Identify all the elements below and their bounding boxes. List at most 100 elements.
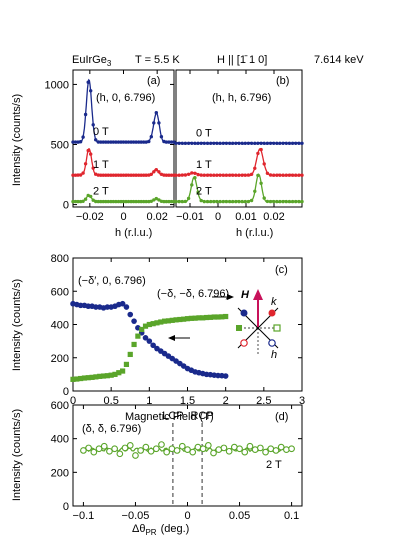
field-arrow-head — [253, 289, 263, 300]
data-point-blue — [265, 141, 270, 145]
x-tick-label: −0.01 — [176, 211, 204, 223]
panel-d: (d) (δ, δ, 6.796) 2 T −0.1 −0.05 0 0.05 0.1 0… — [51, 400, 303, 522]
x-tick-label: 0 — [184, 510, 190, 522]
data-point-open-circle — [178, 442, 186, 450]
data-point-green — [180, 199, 184, 204]
data-point-blue — [246, 141, 251, 145]
data-point-green — [101, 199, 106, 204]
data-point-green — [290, 199, 295, 204]
data-point-green — [119, 199, 123, 204]
data-point-red — [157, 170, 161, 174]
data-point-blue — [268, 141, 273, 145]
data-point-square — [74, 376, 80, 382]
data-point-square — [116, 370, 122, 376]
data-point-blue — [114, 140, 118, 144]
field-direction-label: H || [1̄ 1 0] — [217, 54, 267, 66]
data-point-open-circle — [204, 442, 212, 449]
data-point-open-circle — [111, 445, 118, 453]
data-point-red — [224, 173, 229, 177]
data-point-blue — [231, 141, 235, 145]
data-point-green — [259, 181, 263, 185]
y-tick-label: 800 — [51, 253, 69, 265]
data-point-red — [278, 173, 282, 177]
x-tick-label: 1.5 — [180, 395, 195, 407]
data-point-green — [129, 199, 133, 204]
data-point-green — [275, 199, 279, 204]
data-point-open-circle — [189, 448, 197, 456]
data-point-green — [169, 199, 174, 204]
data-point-blue — [253, 141, 257, 145]
y-tick-label: 0 — [63, 200, 69, 212]
data-point-green — [94, 199, 98, 204]
data-point-red — [101, 173, 106, 177]
data-point-square — [192, 315, 198, 321]
y-axis-title-top: Intensity (counts/s) — [11, 94, 23, 186]
data-point-blue — [129, 140, 133, 144]
y-tick-label: 600 — [51, 400, 69, 412]
data-point-blue — [243, 141, 247, 145]
data-point-blue — [237, 141, 241, 145]
data-point-green — [196, 190, 200, 194]
data-point-square — [173, 317, 179, 323]
data-point-red — [281, 173, 285, 177]
data-point-red — [139, 173, 143, 177]
data-point-red — [221, 173, 225, 177]
scattering-geometry-inset: H k h — [236, 289, 281, 361]
data-point-red — [294, 173, 298, 177]
data-point-blue — [134, 140, 138, 144]
x-axis-title-d: ΔθPR (deg.) — [132, 523, 189, 536]
data-point-blue — [174, 141, 178, 145]
data-point-green — [134, 199, 138, 204]
data-point-red — [129, 173, 133, 177]
data-point-red — [240, 173, 244, 177]
data-point-square — [207, 314, 213, 320]
data-point-blue — [83, 112, 88, 117]
data-point-green — [294, 199, 298, 204]
data-point-green — [83, 197, 88, 201]
data-point-open-circle — [100, 442, 108, 450]
data-point-blue — [275, 141, 279, 145]
data-point-square — [97, 373, 103, 379]
inset-red-filled-circle — [268, 309, 276, 317]
data-point-open-circle — [126, 442, 134, 449]
data-point-blue — [221, 141, 225, 145]
data-point-green — [284, 199, 288, 204]
data-point-blue — [249, 141, 254, 145]
data-point-open-circle — [152, 445, 160, 453]
data-point-blue — [180, 141, 184, 145]
data-point-open-circle — [90, 448, 98, 456]
y-tick-label: 200 — [51, 353, 69, 365]
data-point-blue — [169, 140, 174, 144]
inset-red-open-circle — [240, 339, 248, 347]
data-point-blue — [121, 140, 126, 144]
data-point-red — [275, 173, 279, 177]
data-point-green — [186, 196, 191, 201]
data-point-green — [126, 199, 131, 204]
data-point-blue — [278, 141, 282, 145]
field-note-d: 2 T — [266, 459, 282, 471]
data-point-green — [193, 176, 197, 180]
data-point-blue — [73, 140, 78, 144]
annotation-b: (h, h, 6.796) — [212, 92, 271, 104]
data-point-green — [234, 199, 238, 204]
data-point-blue — [124, 140, 128, 144]
increase-arrow — [212, 294, 234, 300]
data-point-green — [106, 199, 111, 204]
data-point-blue — [294, 141, 298, 145]
data-point-red — [297, 173, 301, 177]
data-point-open-circle — [85, 444, 92, 452]
data-point-red — [177, 173, 181, 177]
y-tick-label: 0 — [63, 386, 69, 398]
sample-label: EuIrGe3 — [72, 54, 112, 68]
x-tick-label: 0 — [215, 211, 221, 223]
data-point-square — [223, 313, 229, 320]
data-point-red — [71, 173, 75, 177]
data-point-green — [116, 199, 121, 204]
data-point-open-circle — [142, 443, 150, 451]
data-point-red — [86, 148, 90, 153]
data-point-red — [209, 173, 213, 177]
data-point-red — [164, 173, 169, 177]
data-point-green — [265, 199, 270, 204]
data-point-green — [212, 199, 216, 204]
